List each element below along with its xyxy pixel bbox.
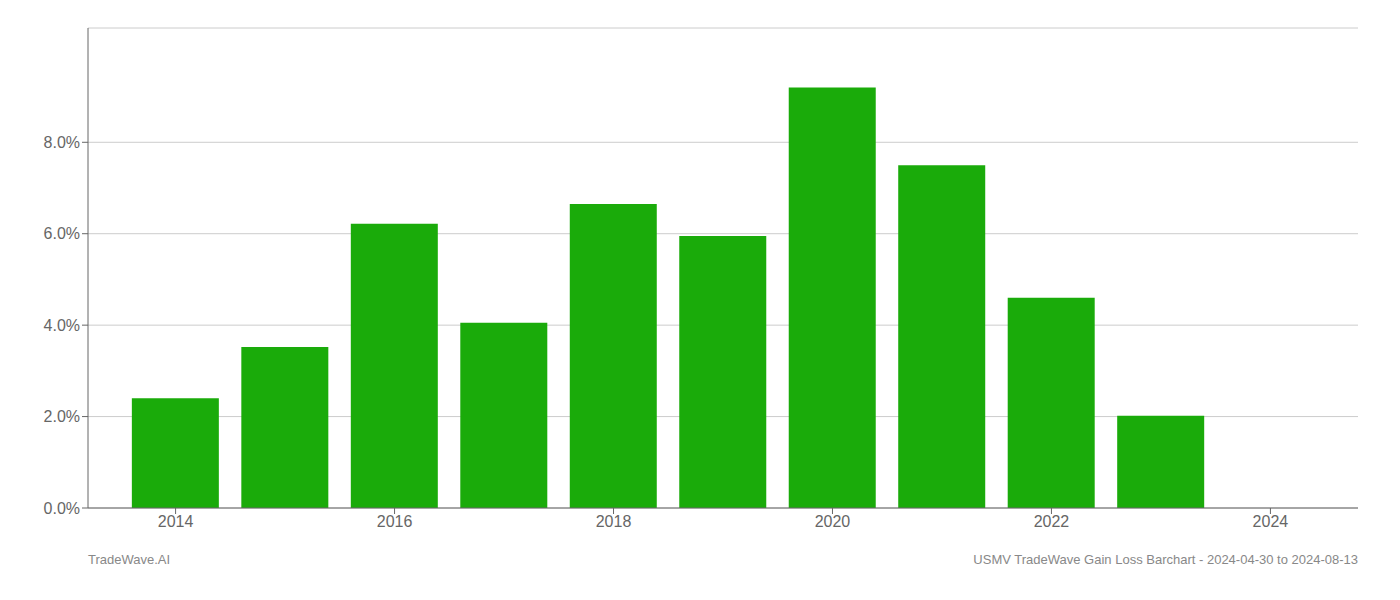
svg-text:8.0%: 8.0% <box>44 134 80 151</box>
svg-text:2.0%: 2.0% <box>44 408 80 425</box>
svg-text:2024: 2024 <box>1253 513 1289 530</box>
svg-text:2014: 2014 <box>158 513 194 530</box>
svg-text:2016: 2016 <box>377 513 413 530</box>
svg-text:2022: 2022 <box>1034 513 1070 530</box>
svg-text:2018: 2018 <box>596 513 632 530</box>
svg-text:0.0%: 0.0% <box>44 500 80 517</box>
svg-text:6.0%: 6.0% <box>44 225 80 242</box>
svg-text:4.0%: 4.0% <box>44 317 80 334</box>
html-text:TradeWave.AI: TradeWave.AI <box>88 552 171 567</box>
html-text:USMV TradeWave Gain Loss Barch: USMV TradeWave Gain Loss Barchart - 2024… <box>973 552 1358 567</box>
svg-text:2020: 2020 <box>815 513 851 530</box>
